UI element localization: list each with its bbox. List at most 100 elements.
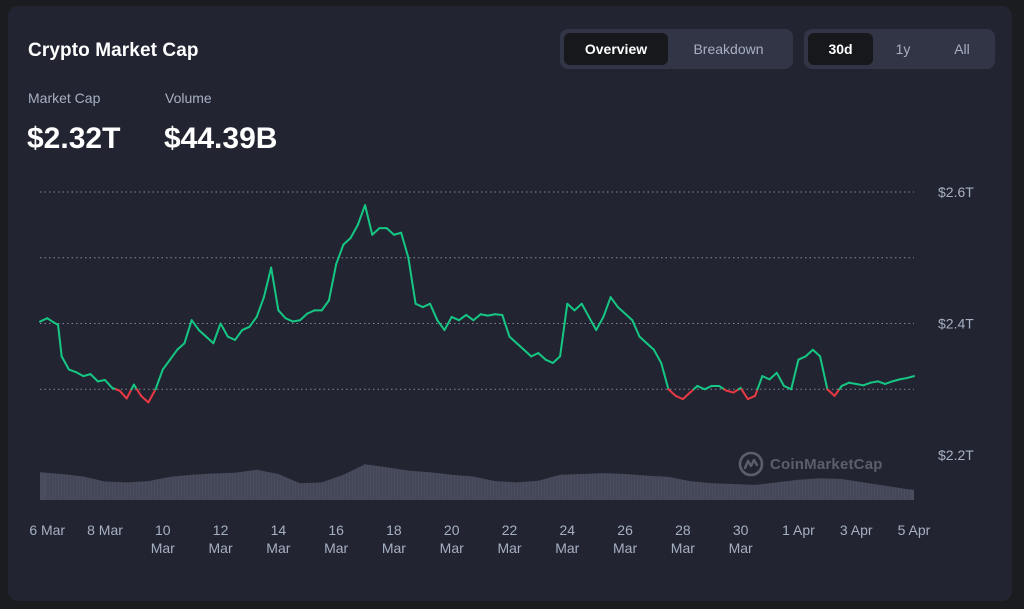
x-tick-label: Mar xyxy=(613,540,637,556)
price-line-segment xyxy=(443,315,453,332)
price-line-segment xyxy=(46,317,56,324)
price-line-segment xyxy=(667,388,677,397)
price-line-segment xyxy=(118,389,128,400)
price-line-segment xyxy=(241,325,251,332)
x-tick-label: Mar xyxy=(209,540,233,556)
y-tick-label: $2.2T xyxy=(938,447,974,463)
range-1y-button[interactable]: 1y xyxy=(895,41,911,57)
x-tick-label: 30 xyxy=(733,522,749,538)
price-line-segment xyxy=(96,379,107,383)
price-line-segment xyxy=(161,358,172,371)
tab-breakdown[interactable]: Breakdown xyxy=(693,41,764,57)
price-line-segment xyxy=(421,302,432,309)
watermark: CoinMarketCap xyxy=(738,451,883,477)
price-line-segment xyxy=(674,394,684,401)
volume-area xyxy=(40,464,914,500)
y-tick-label: $2.6T xyxy=(938,184,974,200)
price-line-segment xyxy=(197,329,208,338)
volume-label: Volume xyxy=(165,90,212,106)
price-line-segment xyxy=(60,355,70,371)
x-tick-label: 1 Apr xyxy=(782,522,815,538)
price-line-segment xyxy=(551,355,562,364)
tab-overview[interactable]: Overview xyxy=(564,33,668,65)
price-line-segment xyxy=(602,296,612,318)
price-line-segment xyxy=(176,342,186,351)
price-line-segment xyxy=(212,322,222,345)
price-line-segment xyxy=(371,227,381,236)
market-cap-label: Market Cap xyxy=(28,90,101,106)
price-line-segment xyxy=(299,312,309,322)
x-tick-label: 8 Mar xyxy=(87,522,123,538)
price-line-segment xyxy=(876,380,887,385)
price-line-segment xyxy=(544,358,554,364)
price-line-segment xyxy=(891,378,901,383)
price-line-segment xyxy=(756,375,764,391)
price-line-segment xyxy=(140,394,150,404)
price-line-segment xyxy=(624,312,634,322)
price-line-segment xyxy=(67,368,78,374)
price-line-segment xyxy=(135,388,143,397)
price-line-segment xyxy=(277,309,287,320)
x-tick-label: 14 xyxy=(271,522,287,538)
range-toggle: 30d 1y All xyxy=(804,29,995,69)
price-line-segment xyxy=(840,381,850,387)
price-line-segment xyxy=(291,319,302,323)
price-line-segment xyxy=(385,227,395,236)
x-tick-label: Mar xyxy=(151,540,175,556)
price-line-segment xyxy=(508,335,518,345)
price-line-segment xyxy=(595,315,605,332)
price-line-segment xyxy=(631,319,641,338)
price-line-segment xyxy=(905,375,915,380)
price-line-segment xyxy=(327,263,338,302)
price-line-segment xyxy=(782,384,793,391)
price-line-segment xyxy=(342,237,352,246)
price-line-segment xyxy=(400,231,410,259)
range-30d-button[interactable]: 30d xyxy=(808,33,873,65)
range-all-button[interactable]: All xyxy=(954,41,970,57)
price-line-segment xyxy=(183,319,193,345)
price-line-segment xyxy=(847,381,858,385)
price-line-segment xyxy=(616,306,627,315)
price-line-segment xyxy=(457,313,468,322)
price-line-segment xyxy=(465,313,475,322)
price-line-segment xyxy=(515,342,525,351)
price-line-segment xyxy=(725,389,735,394)
price-line-segment xyxy=(761,375,771,381)
price-line-segment xyxy=(587,315,598,332)
price-line-segment xyxy=(89,373,99,383)
price-line-segment xyxy=(82,373,92,378)
price-line-segment xyxy=(154,368,164,391)
price-line-segment xyxy=(262,266,273,299)
price-line-segment xyxy=(573,302,583,312)
price-line-segment xyxy=(898,377,908,381)
x-tick-label: Mar xyxy=(497,540,521,556)
price-line-segment xyxy=(681,391,692,401)
price-line-segment xyxy=(811,348,822,358)
x-tick-label: 26 xyxy=(617,522,633,538)
x-tick-label: 18 xyxy=(386,522,402,538)
x-tick-label: 6 Mar xyxy=(29,522,65,538)
watermark-text: CoinMarketCap xyxy=(770,455,883,473)
price-line-segment xyxy=(472,313,482,322)
price-line-segment xyxy=(270,266,280,312)
price-line-segment xyxy=(364,204,374,236)
price-line-segment xyxy=(356,204,367,226)
x-tick-label: Mar xyxy=(266,540,290,556)
price-line-segment xyxy=(219,322,229,338)
price-line-segment xyxy=(226,335,237,341)
price-line-segment xyxy=(501,313,511,338)
price-line-segment xyxy=(414,302,424,309)
price-line-segment xyxy=(855,382,865,387)
price-line-segment xyxy=(833,388,841,397)
market-cap-card: Crypto Market Cap Overview Breakdown 30d… xyxy=(8,6,1012,601)
x-tick-label: 28 xyxy=(675,522,691,538)
price-line-segment xyxy=(652,348,663,364)
x-tick-label: 24 xyxy=(560,522,576,538)
price-line-segment xyxy=(609,296,619,309)
x-tick-label: Mar xyxy=(671,540,695,556)
price-line-segment xyxy=(638,335,648,345)
x-tick-label: 5 Apr xyxy=(898,522,931,538)
price-line-segment xyxy=(147,388,157,404)
price-line-segment xyxy=(104,379,114,389)
